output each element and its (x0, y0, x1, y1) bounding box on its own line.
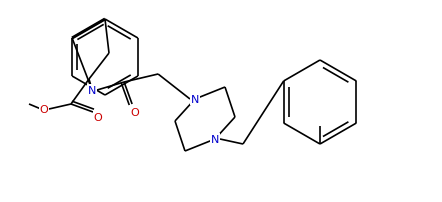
Text: O: O (40, 104, 48, 115)
Text: N: N (191, 95, 199, 104)
Text: N: N (88, 86, 96, 96)
Text: O: O (131, 107, 140, 117)
Text: N: N (211, 134, 219, 144)
Text: O: O (94, 113, 103, 122)
